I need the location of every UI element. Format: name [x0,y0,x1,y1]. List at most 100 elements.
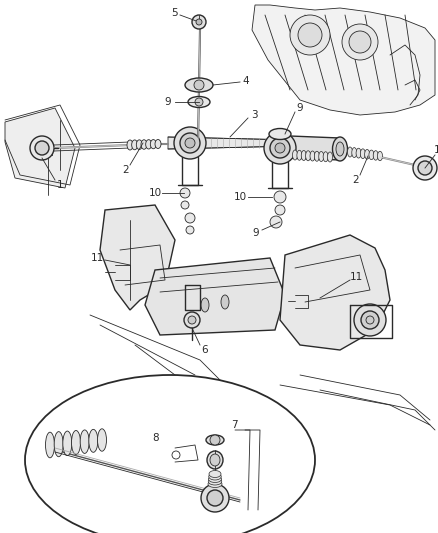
Text: 2: 2 [353,175,359,185]
Circle shape [185,213,195,223]
Text: 5: 5 [171,8,177,18]
Circle shape [264,132,296,164]
Circle shape [174,127,206,159]
Circle shape [184,312,200,328]
Ellipse shape [373,151,378,160]
Circle shape [185,138,195,148]
Ellipse shape [63,431,72,456]
Circle shape [188,316,196,324]
Circle shape [207,490,223,506]
Circle shape [195,98,203,106]
Ellipse shape [378,151,382,161]
Ellipse shape [207,451,223,469]
Ellipse shape [323,152,328,161]
Ellipse shape [332,137,347,161]
Text: 9: 9 [165,97,171,107]
Ellipse shape [365,149,370,159]
Ellipse shape [71,431,81,455]
Ellipse shape [360,149,365,159]
Ellipse shape [208,478,222,485]
Ellipse shape [201,298,209,312]
Ellipse shape [301,150,306,160]
Ellipse shape [188,96,210,108]
Polygon shape [5,108,75,188]
Ellipse shape [208,481,222,488]
Circle shape [192,15,206,29]
Text: 11: 11 [90,253,104,263]
Text: 11: 11 [350,272,363,282]
Circle shape [275,143,285,153]
Polygon shape [290,136,340,160]
Ellipse shape [352,148,357,158]
Polygon shape [252,5,435,115]
Ellipse shape [221,295,229,309]
Text: 6: 6 [201,345,208,355]
Text: 9: 9 [253,228,259,238]
Polygon shape [145,258,285,335]
Ellipse shape [209,473,221,480]
Circle shape [210,435,220,445]
Ellipse shape [150,140,156,149]
Circle shape [194,80,204,90]
Ellipse shape [155,140,161,149]
Ellipse shape [80,430,89,454]
Ellipse shape [132,140,138,150]
Ellipse shape [54,432,63,457]
Text: 3: 3 [251,110,257,120]
Ellipse shape [98,429,106,451]
Ellipse shape [336,142,344,156]
Ellipse shape [89,430,98,453]
Polygon shape [280,235,390,350]
Circle shape [270,216,282,228]
Circle shape [354,304,386,336]
Ellipse shape [185,78,213,92]
Ellipse shape [46,432,54,458]
Circle shape [35,141,49,155]
Ellipse shape [297,150,302,160]
Circle shape [201,484,229,512]
Circle shape [342,24,378,60]
Polygon shape [168,137,295,149]
Text: 7: 7 [231,420,237,430]
Circle shape [349,31,371,53]
Circle shape [418,161,432,175]
Text: 1: 1 [434,145,438,155]
Ellipse shape [136,140,142,149]
Text: 2: 2 [123,165,129,175]
Circle shape [180,133,200,153]
Ellipse shape [208,475,222,482]
Text: 4: 4 [243,76,249,86]
Ellipse shape [25,375,315,533]
Text: 10: 10 [233,192,247,202]
Circle shape [274,191,286,203]
Circle shape [181,201,189,209]
Ellipse shape [206,435,224,445]
Ellipse shape [146,140,152,149]
Ellipse shape [319,151,324,161]
Ellipse shape [269,128,291,140]
Ellipse shape [356,148,361,158]
Ellipse shape [306,151,311,161]
Text: 1: 1 [57,180,64,190]
Ellipse shape [293,150,297,160]
Circle shape [30,136,54,160]
Ellipse shape [210,454,220,466]
Ellipse shape [369,150,374,160]
Circle shape [298,23,322,47]
Ellipse shape [141,140,147,149]
Circle shape [270,138,290,158]
Circle shape [196,19,202,25]
Text: 8: 8 [153,433,159,443]
Circle shape [275,205,285,215]
Circle shape [361,311,379,329]
Ellipse shape [328,152,332,162]
Ellipse shape [209,471,221,478]
Circle shape [413,156,437,180]
Circle shape [180,188,190,198]
Circle shape [186,226,194,234]
Circle shape [366,316,374,324]
Ellipse shape [127,140,133,150]
Polygon shape [100,205,175,310]
Text: 10: 10 [148,188,162,198]
Circle shape [290,15,330,55]
